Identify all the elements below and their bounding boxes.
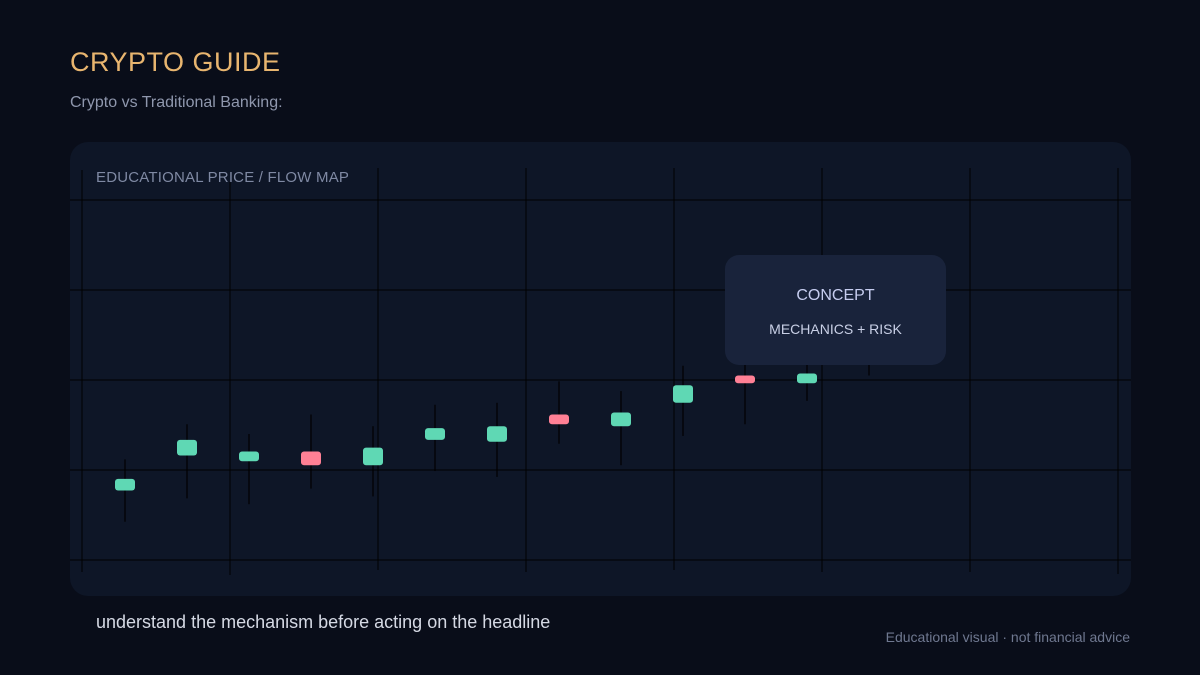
- page-subtitle: Crypto vs Traditional Banking:: [70, 94, 283, 111]
- candle-body-down: [301, 451, 321, 466]
- candle-12: [797, 357, 817, 401]
- candle-body-up: [673, 385, 693, 403]
- chart-label: EDUCATIONAL PRICE / FLOW MAP: [96, 169, 350, 186]
- candle-3: [239, 434, 259, 505]
- candle-7: [487, 402, 507, 477]
- chart-panel: EDUCATIONAL PRICE / FLOW MAP CONCEPT MEC…: [70, 142, 1131, 596]
- concept-card: CONCEPT MECHANICS + RISK: [725, 255, 946, 365]
- candle-4: [301, 414, 321, 489]
- candle-body-up: [239, 451, 259, 462]
- candle-body-up: [177, 439, 197, 456]
- candle-8: [549, 381, 569, 444]
- candle-5: [363, 426, 383, 497]
- candle-body-down: [735, 375, 755, 384]
- disclaimer: Educational visual · not financial advic…: [885, 629, 1130, 645]
- candle-6: [425, 404, 445, 472]
- candle-2: [177, 424, 197, 499]
- candle-body-up: [797, 373, 817, 384]
- candle-body-up: [363, 447, 383, 466]
- candle-9: [611, 391, 631, 466]
- candle-10: [673, 365, 693, 436]
- candle-body-down: [549, 414, 569, 425]
- caption: understand the mechanism before acting o…: [96, 612, 551, 632]
- candlestick-chart: [70, 168, 1131, 575]
- candle-1: [115, 459, 135, 522]
- candle-body-up: [425, 428, 445, 440]
- candle-body-up: [611, 412, 631, 427]
- candle-body-up: [487, 426, 507, 442]
- candle-body-up: [115, 478, 135, 491]
- page-title: CRYPTO GUIDE: [70, 47, 281, 77]
- concept-title: CONCEPT: [796, 287, 875, 304]
- concept-subtitle: MECHANICS + RISK: [769, 321, 902, 337]
